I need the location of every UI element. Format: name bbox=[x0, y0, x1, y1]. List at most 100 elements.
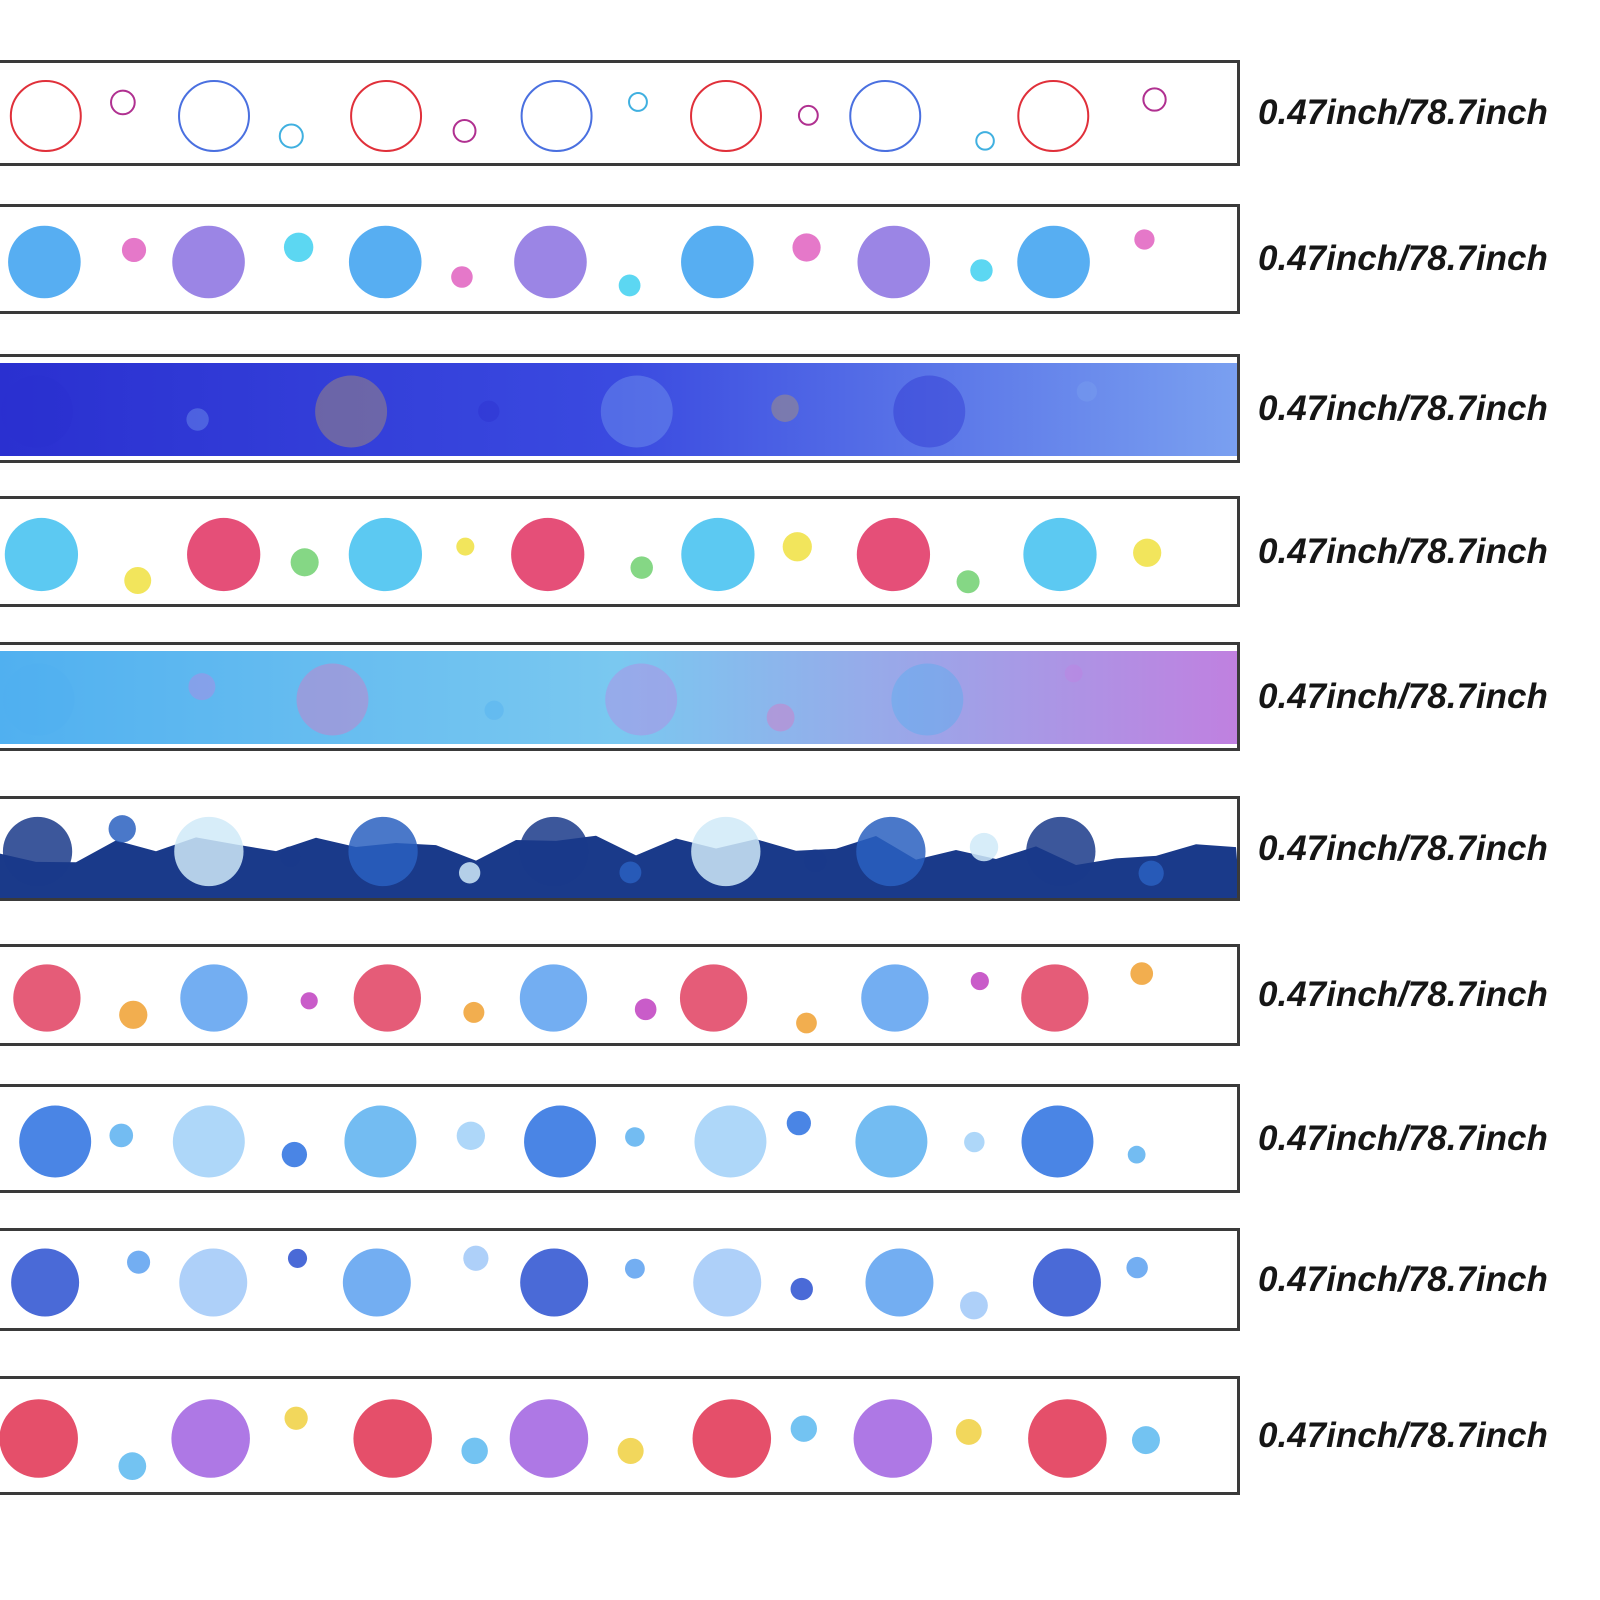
motif bbox=[618, 274, 641, 297]
motif bbox=[348, 816, 418, 887]
motif bbox=[955, 1419, 982, 1445]
motif bbox=[172, 225, 245, 299]
motif bbox=[634, 998, 657, 1021]
motif bbox=[1142, 87, 1167, 112]
motif bbox=[679, 964, 748, 1032]
motif bbox=[11, 1248, 80, 1317]
motif bbox=[619, 861, 642, 884]
motif bbox=[1064, 664, 1083, 683]
motif bbox=[964, 1131, 985, 1153]
motif bbox=[786, 1111, 811, 1136]
motif bbox=[865, 1248, 934, 1317]
motif bbox=[520, 1248, 589, 1317]
motif bbox=[109, 1123, 134, 1148]
motif bbox=[283, 232, 314, 263]
motif bbox=[969, 832, 999, 862]
wave-shape bbox=[0, 835, 1237, 898]
motif bbox=[692, 1399, 772, 1478]
motif bbox=[630, 556, 653, 579]
tape-pattern bbox=[0, 815, 1237, 898]
motif bbox=[124, 567, 152, 594]
motif bbox=[1133, 538, 1162, 567]
motif bbox=[353, 964, 421, 1032]
motif bbox=[1028, 1399, 1107, 1478]
motif bbox=[2, 663, 75, 736]
motif bbox=[792, 233, 821, 262]
motif bbox=[1131, 1426, 1160, 1455]
motif bbox=[694, 1105, 767, 1178]
motif bbox=[970, 972, 989, 991]
motif bbox=[484, 700, 504, 720]
washi-tape-strip-reef-and-starfish bbox=[0, 1376, 1240, 1495]
tape-pattern bbox=[11, 1245, 1148, 1320]
motif bbox=[280, 846, 301, 867]
motif bbox=[458, 862, 481, 884]
tape-background bbox=[0, 651, 1237, 744]
tape-pattern bbox=[0, 363, 1237, 456]
motif bbox=[1126, 1256, 1148, 1279]
tape-size-label: 0.47inch/78.7inch bbox=[1258, 828, 1548, 868]
motif bbox=[8, 225, 81, 299]
motif bbox=[1076, 381, 1098, 402]
tape-size-label: 0.47inch/78.7inch bbox=[1258, 93, 1548, 132]
washi-tape-strip-zodiac-line-art bbox=[0, 60, 1240, 166]
motif bbox=[121, 237, 147, 263]
motif bbox=[691, 816, 761, 887]
motif bbox=[1138, 860, 1164, 886]
motif bbox=[519, 816, 589, 887]
motif bbox=[693, 1248, 762, 1317]
motif bbox=[797, 104, 819, 126]
motif bbox=[348, 225, 422, 299]
motif bbox=[290, 548, 319, 577]
motif bbox=[600, 375, 673, 448]
motif bbox=[4, 517, 79, 592]
motif bbox=[1130, 962, 1154, 985]
motif bbox=[681, 225, 754, 299]
motif bbox=[281, 1141, 308, 1168]
motif bbox=[856, 816, 926, 887]
tape-pattern bbox=[19, 1105, 1146, 1178]
motif bbox=[605, 663, 678, 736]
motif bbox=[524, 1105, 597, 1178]
motif bbox=[956, 570, 980, 594]
motif bbox=[180, 964, 248, 1032]
motif bbox=[624, 1258, 645, 1279]
motif bbox=[857, 225, 931, 299]
motif bbox=[127, 1250, 151, 1274]
motif bbox=[1134, 229, 1155, 250]
washi-tape-strip-colorful-planets-rainbows bbox=[0, 496, 1240, 607]
motif bbox=[0, 1399, 78, 1478]
motif bbox=[790, 1277, 813, 1301]
motif bbox=[171, 1399, 250, 1478]
motif bbox=[782, 532, 812, 562]
motif bbox=[628, 92, 648, 112]
tape-size-label: 0.47inch/78.7inch bbox=[1258, 388, 1548, 428]
motif bbox=[849, 80, 922, 152]
motif bbox=[1021, 1105, 1094, 1178]
motif bbox=[463, 1245, 489, 1271]
motif bbox=[452, 118, 477, 143]
motif bbox=[110, 89, 136, 116]
motif bbox=[509, 1399, 589, 1478]
tape-size-label: 0.47inch/78.7inch bbox=[1258, 676, 1548, 716]
tape-pattern bbox=[0, 651, 1237, 744]
motif bbox=[478, 400, 500, 422]
motif bbox=[861, 964, 929, 1032]
motif bbox=[855, 1105, 928, 1178]
tape-size-label: 0.47inch/78.7inch bbox=[1258, 975, 1548, 1014]
motif bbox=[790, 1415, 817, 1442]
motif bbox=[2, 816, 73, 887]
motif bbox=[796, 1012, 817, 1034]
motif bbox=[13, 964, 81, 1032]
motif bbox=[0, 375, 73, 448]
washi-tape-strip-blue-galaxy-constellations bbox=[0, 354, 1240, 463]
motif bbox=[1032, 1248, 1101, 1317]
motif bbox=[9, 80, 82, 152]
motif bbox=[179, 1248, 248, 1317]
motif bbox=[690, 80, 762, 152]
motif bbox=[1127, 1145, 1146, 1164]
motif bbox=[353, 1399, 432, 1478]
motif bbox=[287, 1248, 308, 1268]
washi-tape-strip-jellyfish-and-crystals bbox=[0, 1228, 1240, 1331]
motif bbox=[514, 225, 587, 299]
